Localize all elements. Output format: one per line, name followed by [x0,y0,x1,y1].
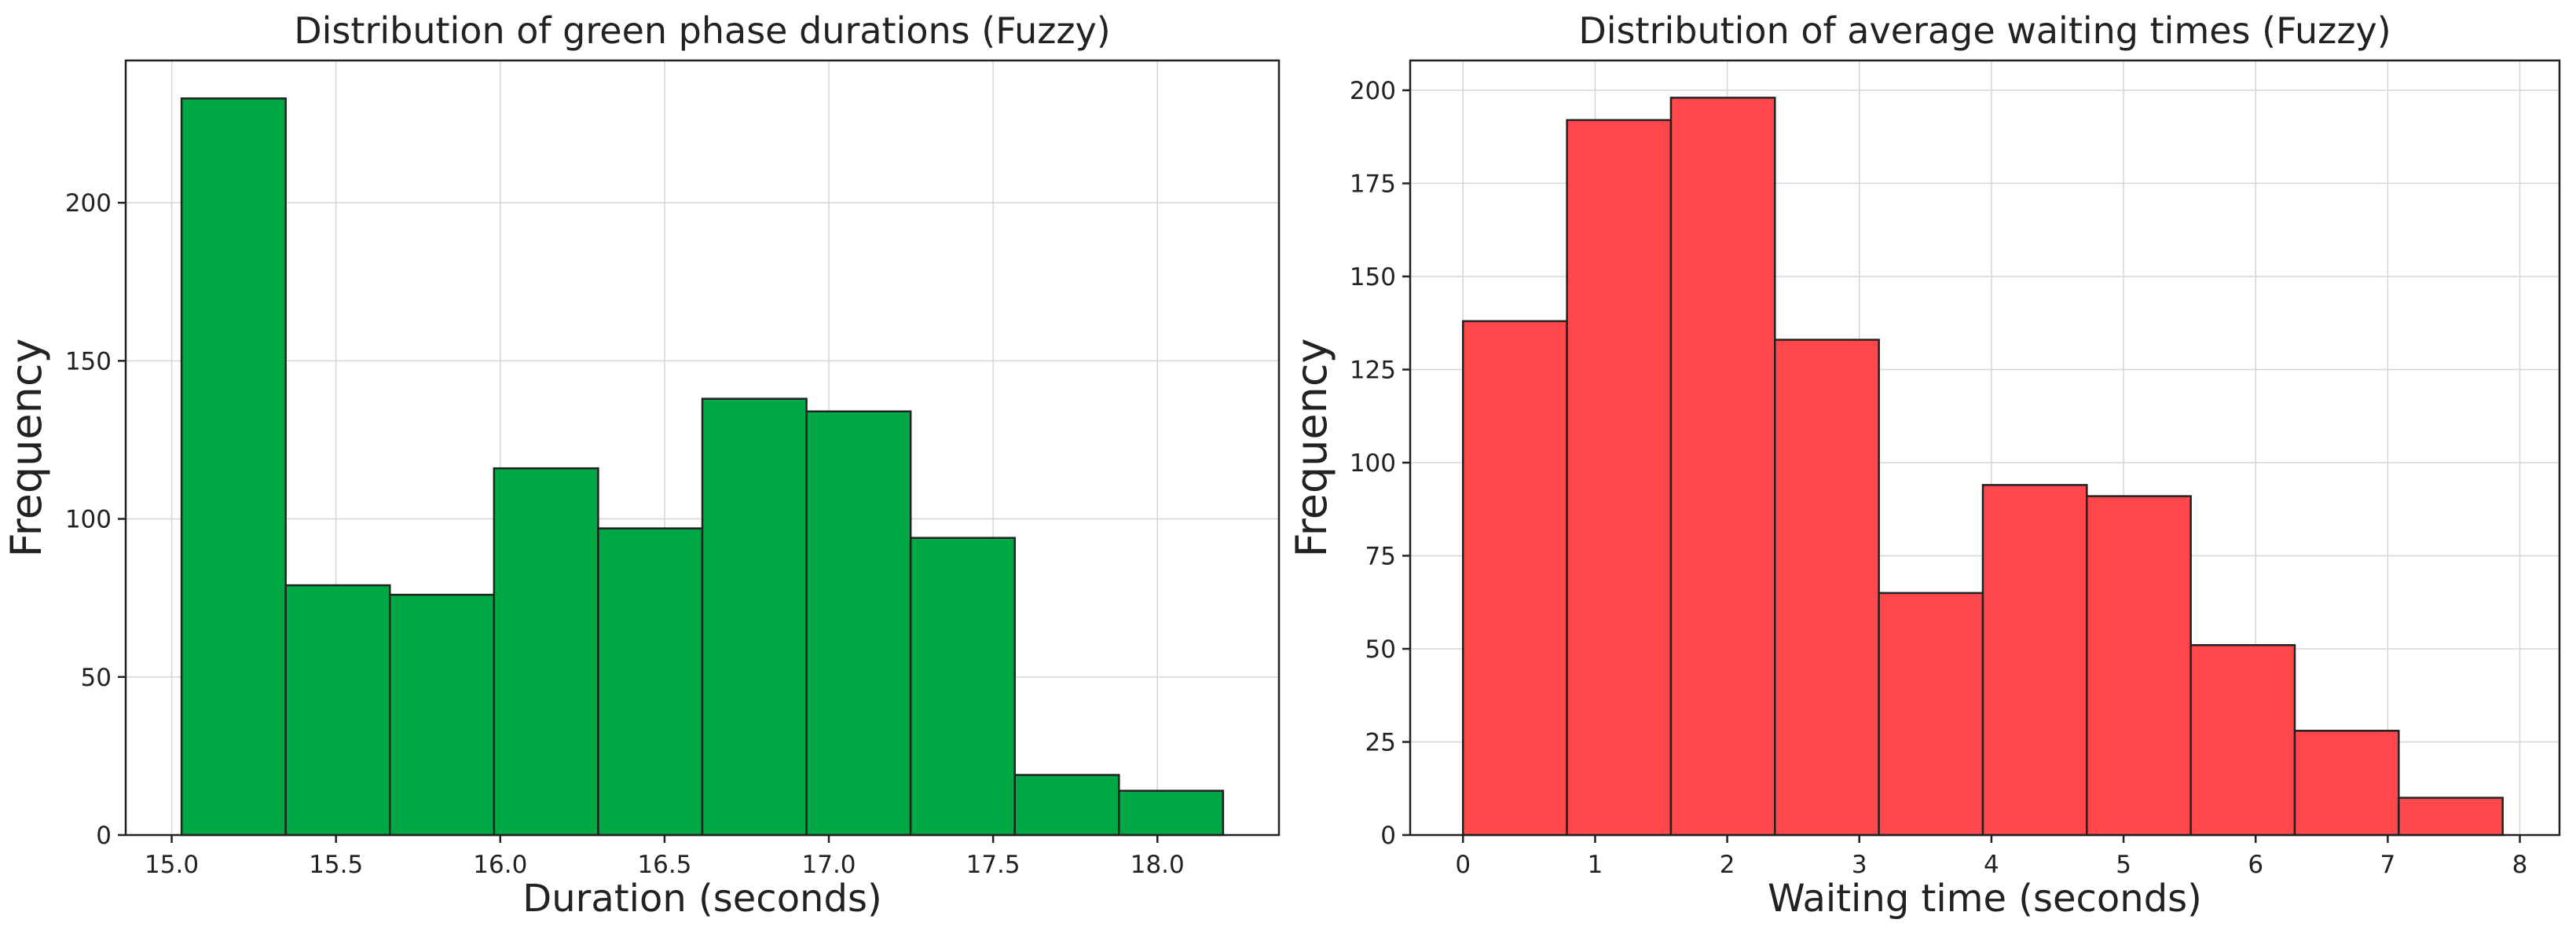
x-tick-label: 3 [1852,851,1867,879]
x-tick-label: 15.0 [145,851,199,879]
x-tick-label: 8 [2512,851,2528,879]
y-tick-label: 50 [81,664,112,692]
x-tick-label: 1 [1588,851,1603,879]
histogram-bar [2398,797,2504,837]
x-tick-label: 16.5 [637,851,691,879]
histogram-bar [805,410,912,837]
histogram-bar [1118,789,1225,837]
chart-title: Distribution of average waiting times (F… [1578,9,2391,52]
histogram-bar [701,397,808,837]
x-tick-label: 7 [2380,851,2396,879]
histogram-bar [284,584,391,837]
histogram-bar [909,537,1016,837]
y-axis-label: Frequency [2,339,51,558]
x-tick-label: 18.0 [1130,851,1185,879]
histogram-bar [1013,774,1120,837]
histogram-bar [1566,119,1673,837]
chart-title: Distribution of green phase durations (F… [294,9,1111,52]
x-tick-label: 16.0 [473,851,527,879]
histogram-bar [1981,484,2088,837]
y-tick-label: 175 [1350,170,1396,198]
x-tick-label: 15.5 [309,851,363,879]
chart-green-phase-durations: 15.0 15.5 16.0 16.5 17.0 17.5 18.0 0 50 100 150 200… [2,9,1281,921]
y-tick-label: 50 [1365,635,1396,664]
x-axis-label: Duration (seconds) [522,877,881,921]
histogram-bar [493,467,599,837]
histogram-bar [1878,592,1984,837]
histogram-bar [2293,730,2400,837]
histogram-bar [180,97,287,837]
histogram-bar [2189,643,2296,837]
plot-frame [124,59,1281,837]
x-axis-label: Waiting time (seconds) [1768,877,2202,921]
y-tick-label: 200 [1350,77,1396,105]
histogram-bar [1462,320,1568,837]
histogram-bar [389,593,496,837]
x-tick-label: 2 [1720,851,1735,879]
x-tick-label: 4 [1984,851,1999,879]
y-tick-label: 100 [1350,449,1396,478]
y-axis-label: Frequency [1287,339,1336,558]
y-tick-label: 150 [1350,263,1396,291]
y-tick-label: 75 [1365,542,1396,570]
x-tick-label: 6 [2248,851,2263,879]
y-tick-label: 200 [65,189,112,218]
x-tick-label: 17.0 [802,851,856,879]
chart-average-waiting-times: 0 1 2 3 4 5 6 7 8 0 25 50 75 100 125 150 175 200 Distribut… [1287,9,2561,921]
y-tick-label: 125 [1350,356,1396,384]
histogram-bar [597,527,704,837]
y-tick-label: 0 [96,822,112,850]
y-tick-label: 150 [65,347,112,375]
histogram-bar [1774,339,1880,837]
y-tick-label: 0 [1380,822,1396,850]
histogram-bar [2086,495,2192,837]
x-tick-label: 0 [1455,851,1471,879]
y-tick-label: 100 [65,506,112,534]
x-tick-label: 5 [2116,851,2131,879]
x-tick-label: 17.5 [966,851,1021,879]
y-tick-label: 25 [1365,728,1396,756]
histogram-bar [1669,97,1776,837]
plot-frame [1409,59,2561,837]
